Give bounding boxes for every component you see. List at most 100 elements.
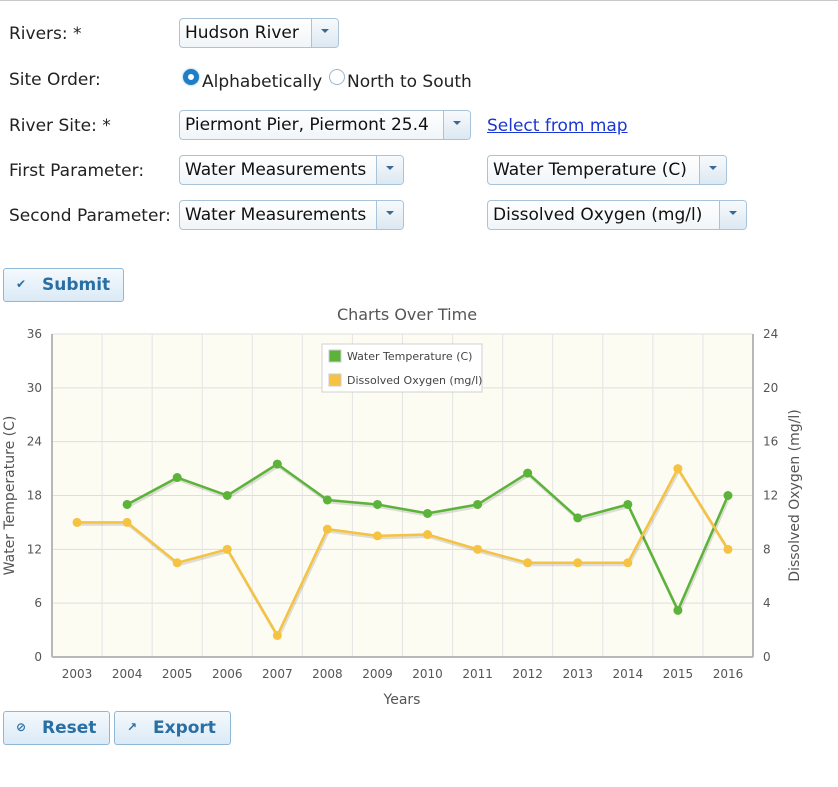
x-tick-label: 2016 — [713, 667, 744, 681]
external-link-icon: ↗ — [127, 720, 138, 734]
data-point — [673, 605, 683, 615]
river-site-select-value: Piermont Pier, Piermont 25.4 — [185, 115, 429, 135]
checkmark-icon: ✔ — [16, 277, 27, 291]
radio-alphabetically[interactable] — [183, 69, 199, 85]
series-line-dissolved-oxygen — [77, 467, 730, 637]
submit-button[interactable]: ✔ Submit — [3, 268, 124, 302]
river-site-label: River Site: * — [9, 116, 111, 136]
data-point — [723, 544, 733, 554]
data-point — [272, 459, 282, 469]
second-parameter-category-value: Water Measurements — [185, 205, 367, 225]
chevron-down-icon[interactable] — [376, 156, 403, 184]
data-point — [322, 524, 332, 534]
data-point — [222, 491, 232, 500]
second-parameter-measure-value: Dissolved Oxygen (mg/l) — [493, 205, 703, 225]
second-parameter-label: Second Parameter: — [9, 206, 171, 226]
submit-button-label: Submit — [42, 275, 111, 295]
x-tick-label: 2014 — [613, 667, 644, 681]
legend-swatch — [328, 349, 342, 363]
first-parameter-label: First Parameter: — [9, 161, 145, 181]
reset-button[interactable]: ⊘ Reset — [3, 711, 110, 745]
chevron-down-icon[interactable] — [376, 201, 403, 229]
data-point — [222, 544, 232, 554]
data-point — [523, 558, 533, 568]
charts-over-time-chart: 0 6 12 18 24 30 36 0 4 8 12 16 20 24 2003 2004 2005 2006 2… — [2, 305, 803, 708]
y-left-axis-title: Water Temperature (C) — [2, 416, 18, 576]
second-parameter-category-select[interactable]: Water Measurements — [179, 200, 404, 230]
data-point — [673, 464, 683, 474]
data-point — [623, 558, 633, 568]
rivers-select-value: Hudson River — [185, 23, 299, 43]
data-point — [573, 513, 583, 523]
first-parameter-category-value: Water Measurements — [185, 160, 367, 180]
second-parameter-measure-select[interactable]: Dissolved Oxygen (mg/l) — [487, 200, 747, 230]
x-tick-label: 2009 — [362, 667, 393, 681]
y-right-tick-label: 16 — [763, 435, 778, 449]
y-left-tick-label: 36 — [27, 327, 42, 341]
data-point — [172, 473, 182, 483]
y-left-tick-label: 12 — [27, 542, 42, 556]
radio-north-to-south-label[interactable]: North to South — [347, 72, 472, 92]
reset-icon: ⊘ — [16, 720, 27, 734]
data-point — [72, 517, 82, 527]
chevron-down-icon[interactable] — [719, 201, 746, 229]
x-tick-label: 2013 — [562, 667, 593, 681]
data-point — [122, 517, 132, 527]
data-point — [172, 558, 182, 568]
y-right-tick-label: 24 — [763, 327, 778, 341]
radio-north-to-south[interactable] — [329, 69, 345, 85]
data-point — [372, 499, 382, 509]
x-tick-label: 2015 — [663, 667, 694, 681]
x-tick-label: 2005 — [162, 667, 193, 681]
data-point — [272, 630, 282, 640]
river-site-select[interactable]: Piermont Pier, Piermont 25.4 — [179, 110, 471, 140]
chart-title: Charts Over Time — [337, 305, 477, 324]
y-left-tick-label: 30 — [27, 381, 42, 395]
legend-label: Water Temperature (C) — [347, 350, 472, 363]
x-tick-label: 2010 — [412, 667, 443, 681]
site-order-label: Site Order: — [9, 70, 101, 90]
legend-swatch — [328, 373, 342, 387]
data-point — [573, 558, 583, 568]
data-point — [122, 499, 132, 509]
x-tick-label: 2011 — [462, 667, 493, 681]
data-point — [623, 499, 633, 509]
chevron-down-icon[interactable] — [443, 111, 470, 139]
first-parameter-measure-value: Water Temperature (C) — [493, 160, 687, 180]
y-right-tick-label: 20 — [763, 381, 778, 395]
data-point — [322, 495, 332, 505]
y-right-tick-label: 8 — [763, 542, 771, 556]
x-tick-label: 2004 — [112, 667, 143, 681]
first-parameter-measure-select[interactable]: Water Temperature (C) — [487, 155, 727, 185]
first-parameter-category-select[interactable]: Water Measurements — [179, 155, 404, 185]
x-tick-label: 2008 — [312, 667, 343, 681]
data-point — [523, 468, 533, 478]
data-point — [423, 530, 433, 540]
chevron-down-icon[interactable] — [311, 19, 338, 47]
rivers-select[interactable]: Hudson River — [179, 18, 339, 48]
legend-box — [321, 343, 483, 393]
rivers-label: Rivers: * — [9, 24, 82, 44]
top-divider — [0, 0, 838, 1]
data-point — [473, 499, 483, 509]
y-left-tick-label: 18 — [27, 489, 42, 503]
x-tick-label: 2003 — [62, 667, 93, 681]
legend-label: Dissolved Oxygen (mg/l) — [347, 374, 482, 387]
y-right-tick-label: 4 — [763, 596, 771, 610]
export-button[interactable]: ↗ Export — [114, 711, 231, 745]
x-tick-label: 2012 — [512, 667, 543, 681]
y-left-tick-label: 0 — [34, 650, 42, 664]
x-axis-title: Years — [383, 692, 421, 708]
x-tick-label: 2007 — [262, 667, 293, 681]
reset-button-label: Reset — [42, 718, 97, 738]
data-point — [723, 491, 733, 500]
y-left-tick-label: 24 — [27, 435, 42, 449]
select-from-map-link[interactable]: Select from map — [487, 116, 628, 136]
y-right-tick-label: 0 — [763, 650, 771, 664]
series-shadow — [78, 467, 731, 641]
data-point — [473, 544, 483, 554]
radio-alphabetically-label[interactable]: Alphabetically — [202, 72, 323, 92]
export-button-label: Export — [153, 718, 216, 738]
chevron-down-icon[interactable] — [699, 156, 726, 184]
x-tick-label: 2006 — [212, 667, 243, 681]
